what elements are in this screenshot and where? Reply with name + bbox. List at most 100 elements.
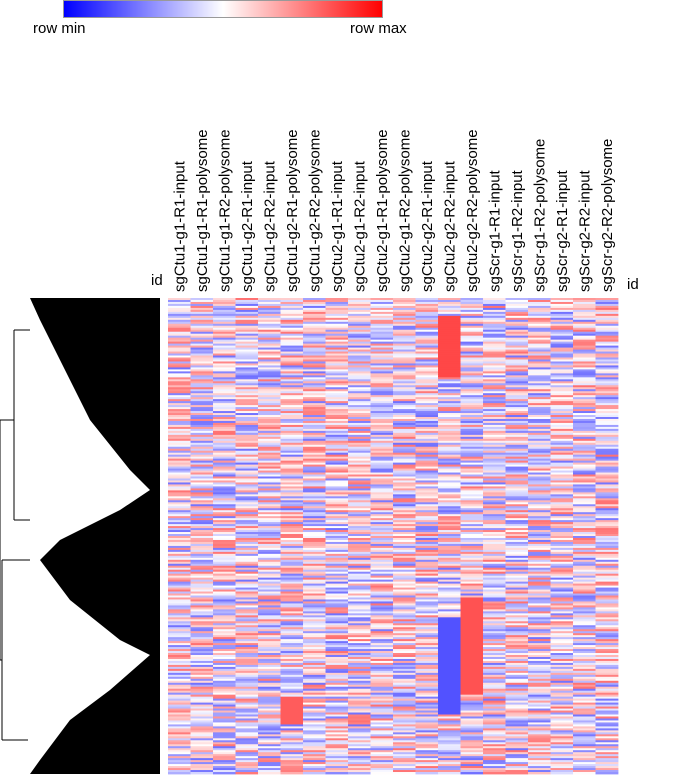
heatmap-cell	[573, 639, 596, 642]
heatmap-cell	[168, 383, 191, 386]
heatmap-cell	[213, 688, 236, 692]
heatmap-cell	[258, 309, 281, 313]
heatmap-cell	[235, 369, 259, 372]
heatmap-cell	[573, 561, 596, 565]
heatmap-cell	[190, 353, 214, 356]
heatmap-cell	[235, 325, 259, 329]
heatmap-cell	[190, 645, 214, 648]
heatmap-cell	[460, 474, 484, 477]
heatmap-cell	[213, 742, 236, 745]
heatmap-cell	[505, 409, 529, 412]
heatmap-cell	[438, 373, 461, 376]
heatmap-cell	[505, 555, 529, 559]
heatmap-cell	[190, 323, 214, 327]
heatmap-cell	[483, 464, 506, 467]
heatmap-cell	[438, 678, 461, 682]
heatmap-cell	[415, 647, 439, 650]
heatmap-cell	[348, 543, 371, 547]
heatmap-cell	[595, 363, 619, 366]
heatmap-cell	[393, 575, 416, 579]
heatmap-cell	[438, 621, 461, 624]
heatmap-cell	[595, 476, 619, 479]
heatmap-cell	[213, 591, 236, 594]
heatmap-cell	[550, 462, 574, 465]
heatmap-cell	[550, 641, 574, 644]
heatmap-cell	[168, 482, 191, 485]
heatmap-cell	[550, 512, 574, 515]
heatmap-cell	[528, 577, 551, 581]
heatmap-cell	[505, 746, 529, 749]
heatmap-cell	[415, 583, 439, 586]
heatmap-cell	[415, 462, 439, 465]
heatmap-cell	[303, 643, 326, 646]
heatmap-cell	[595, 682, 619, 686]
heatmap-cell	[325, 303, 349, 307]
heatmap-cell	[483, 430, 506, 434]
heatmap-cell	[303, 347, 326, 350]
heatmap-cell	[168, 676, 191, 680]
heatmap-cell	[550, 678, 574, 682]
heatmap-cell	[550, 341, 574, 345]
heatmap-cell	[415, 720, 439, 723]
heatmap-cell	[483, 428, 506, 432]
heatmap-cell	[303, 658, 326, 662]
heatmap-cell	[190, 698, 214, 702]
heatmap-cell	[550, 420, 574, 424]
heatmap-cell	[438, 635, 461, 638]
heatmap-cell	[483, 666, 506, 670]
heatmap-cell	[573, 567, 596, 571]
heatmap-cell	[505, 643, 529, 646]
heatmap-cell	[550, 329, 574, 333]
heatmap-cell	[438, 575, 461, 579]
heatmap-cell	[550, 327, 574, 331]
heatmap-cell	[213, 514, 236, 517]
heatmap-cell	[573, 476, 596, 479]
heatmap-cell	[393, 524, 416, 527]
heatmap-cell	[348, 526, 371, 529]
heatmap-cell	[505, 446, 529, 450]
heatmap-cell	[280, 555, 304, 559]
heatmap-cell	[415, 569, 439, 573]
heatmap-cell	[303, 440, 326, 444]
heatmap-cell	[595, 478, 619, 481]
heatmap-cell	[213, 633, 236, 636]
heatmap-cell	[280, 343, 304, 346]
heatmap-cell	[573, 510, 596, 513]
heatmap-cell	[415, 446, 439, 450]
heatmap-cell	[528, 321, 551, 325]
heatmap-cell	[415, 557, 439, 561]
heatmap-cell	[348, 664, 371, 668]
heatmap-cell	[235, 367, 259, 370]
heatmap-cell	[348, 720, 371, 723]
heatmap-cell	[280, 645, 304, 648]
heatmap-cell	[235, 512, 259, 515]
heatmap-cell	[370, 522, 394, 525]
heatmap-cell	[393, 476, 416, 479]
heatmap-cell	[550, 432, 574, 436]
heatmap-cell	[235, 537, 259, 541]
heatmap-cell	[460, 575, 484, 579]
heatmap-cell	[168, 740, 191, 743]
heatmap-cell	[415, 343, 439, 346]
heatmap-cell	[348, 589, 371, 592]
heatmap-cell	[213, 339, 236, 343]
heatmap-cell	[258, 307, 281, 311]
heatmap-cell	[168, 494, 191, 497]
heatmap-cell	[415, 331, 439, 335]
heatmap-cell	[303, 641, 326, 644]
heatmap-cell	[460, 694, 484, 698]
heatmap-cell	[190, 750, 214, 753]
heatmap-cell	[483, 478, 506, 481]
heatmap-cell	[325, 748, 349, 751]
heatmap-cell	[415, 434, 439, 438]
heatmap-cell	[190, 298, 214, 301]
heatmap-cell	[168, 587, 191, 590]
heatmap-cell	[528, 474, 551, 477]
heatmap-cell	[483, 361, 506, 364]
heatmap-cell	[325, 359, 349, 362]
heatmap-cell	[213, 758, 236, 761]
heatmap-cell	[258, 424, 281, 428]
heatmap-cell	[573, 726, 596, 729]
heatmap-cell	[483, 458, 506, 462]
heatmap-cell	[550, 742, 574, 745]
